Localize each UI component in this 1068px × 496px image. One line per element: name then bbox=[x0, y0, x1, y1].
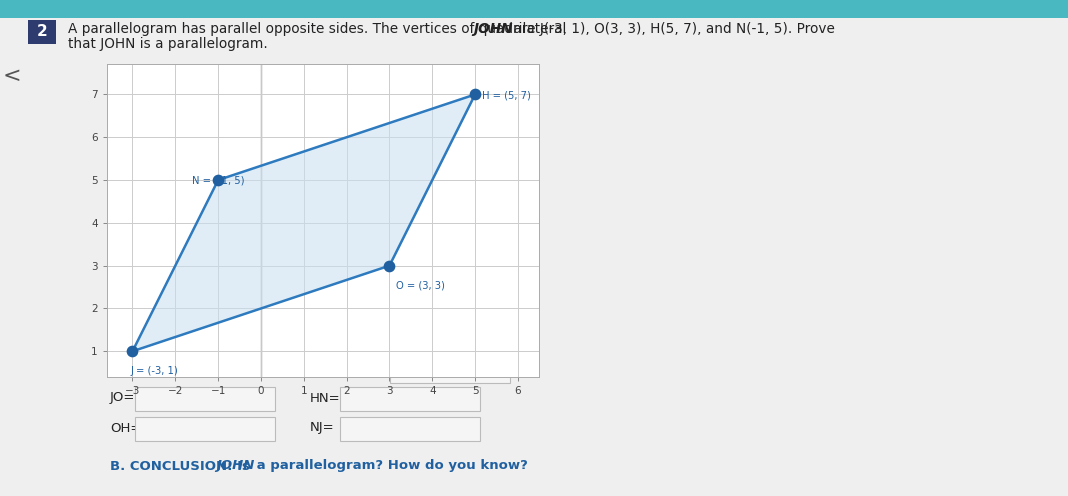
Text: OH=: OH= bbox=[110, 422, 141, 434]
Text: JO=: JO= bbox=[110, 391, 136, 405]
Text: N = (-1, 5): N = (-1, 5) bbox=[192, 176, 245, 186]
Text: 2: 2 bbox=[36, 24, 47, 40]
Point bbox=[209, 176, 226, 184]
Bar bbox=[0, 0, 1068, 18]
Text: O = (3, 3): O = (3, 3) bbox=[396, 281, 444, 291]
Bar bbox=[340, 387, 480, 411]
Text: are J(-3, 1), O(3, 3), H(5, 7), and N(-1, 5). Prove: are J(-3, 1), O(3, 3), H(5, 7), and N(-1… bbox=[509, 22, 835, 36]
Bar bbox=[135, 417, 274, 441]
Point bbox=[467, 90, 484, 98]
Text: JOHN: JOHN bbox=[473, 22, 513, 36]
Text: HN=: HN= bbox=[310, 391, 341, 405]
Text: J = (-3, 1): J = (-3, 1) bbox=[130, 366, 178, 376]
Point bbox=[381, 262, 398, 270]
Text: v: v bbox=[498, 365, 504, 375]
Point bbox=[124, 347, 141, 355]
Text: a parallelogram? How do you know?: a parallelogram? How do you know? bbox=[252, 459, 528, 473]
FancyBboxPatch shape bbox=[28, 20, 56, 44]
Text: JOHN: JOHN bbox=[216, 459, 254, 473]
Text: <: < bbox=[3, 66, 21, 86]
Bar bbox=[340, 417, 480, 441]
Text: NJ=: NJ= bbox=[310, 422, 334, 434]
Polygon shape bbox=[132, 94, 475, 351]
Text: A. How do you prove opposite sides are parallel?: A. How do you prove opposite sides are p… bbox=[110, 364, 435, 376]
Bar bbox=[390, 359, 511, 383]
Text: B. CONCLUSION: Is: B. CONCLUSION: Is bbox=[110, 459, 254, 473]
Text: H = (5, 7): H = (5, 7) bbox=[482, 90, 531, 100]
Text: that JOHN is a parallelogram.: that JOHN is a parallelogram. bbox=[68, 37, 268, 51]
Bar bbox=[135, 387, 274, 411]
Text: A parallelogram has parallel opposite sides. The vertices of quadrilateral: A parallelogram has parallel opposite si… bbox=[68, 22, 570, 36]
